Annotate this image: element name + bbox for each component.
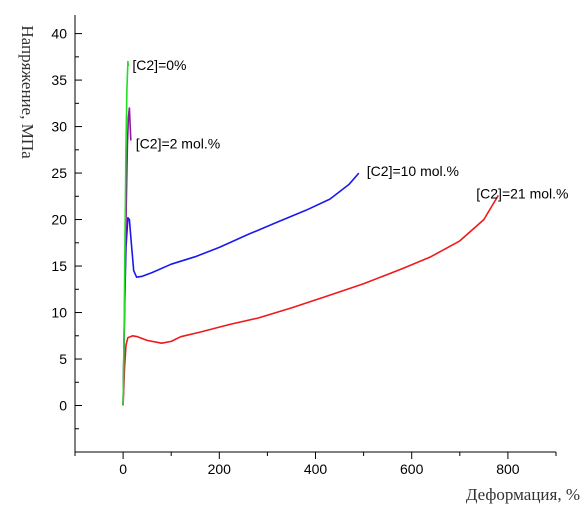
y-tick-label: 10 bbox=[51, 305, 67, 321]
y-tick-label: 35 bbox=[51, 72, 67, 88]
x-axis-title: Деформация, % bbox=[466, 485, 580, 504]
series-labels: [C2]=0% [C2]=2 mol.% [C2]=10 mol.% [C2]=21 … bbox=[132, 57, 568, 201]
series-line bbox=[122, 172, 360, 406]
series-label: [C2]=0% bbox=[132, 57, 186, 73]
series-label: [C2]=21 mol.% bbox=[476, 185, 568, 201]
x-tick-label: 400 bbox=[304, 461, 328, 477]
y-tick-label: 40 bbox=[51, 26, 67, 42]
x-tick-label: 600 bbox=[400, 461, 424, 477]
y-tick-label: 20 bbox=[51, 212, 67, 228]
series-line bbox=[122, 194, 499, 406]
x-tick-label: 0 bbox=[119, 461, 127, 477]
series-label: [C2]=10 mol.% bbox=[367, 163, 459, 179]
x-tick-label: 200 bbox=[208, 461, 232, 477]
y-tick-label: 30 bbox=[51, 119, 67, 135]
series-line bbox=[122, 60, 130, 406]
y-tick-label: 5 bbox=[59, 351, 67, 367]
series-lines bbox=[122, 60, 499, 406]
x-tick-label: 800 bbox=[496, 461, 520, 477]
y-tick-label: 15 bbox=[51, 258, 67, 274]
series-label: [C2]=2 mol.% bbox=[136, 136, 220, 152]
y-tick-label: 0 bbox=[59, 398, 67, 414]
y-axis-title: Напряжение, МПа bbox=[18, 25, 37, 159]
y-tick-label: 25 bbox=[51, 165, 67, 181]
